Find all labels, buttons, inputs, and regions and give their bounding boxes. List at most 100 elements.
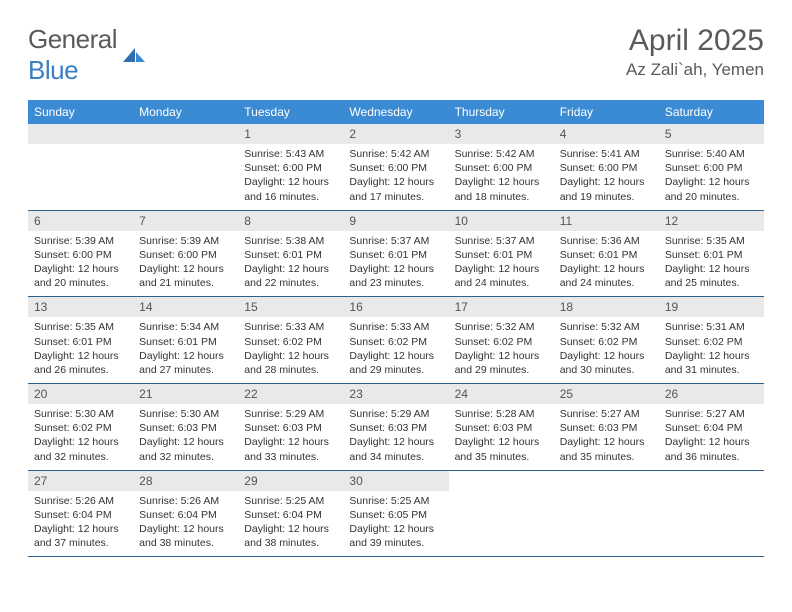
weekday-header: Wednesday [343,100,448,124]
calendar-cell [449,470,554,557]
day-number: 29 [238,471,343,491]
day-details: Sunrise: 5:42 AMSunset: 6:00 PMDaylight:… [343,144,448,210]
sail-icon [121,46,147,64]
day-details: Sunrise: 5:25 AMSunset: 6:04 PMDaylight:… [238,491,343,557]
calendar-cell: 26Sunrise: 5:27 AMSunset: 6:04 PMDayligh… [659,384,764,471]
calendar-cell: 2Sunrise: 5:42 AMSunset: 6:00 PMDaylight… [343,124,448,210]
day-details: Sunrise: 5:40 AMSunset: 6:00 PMDaylight:… [659,144,764,210]
calendar-cell: 23Sunrise: 5:29 AMSunset: 6:03 PMDayligh… [343,384,448,471]
calendar-table: SundayMondayTuesdayWednesdayThursdayFrid… [28,100,764,557]
day-details: Sunrise: 5:34 AMSunset: 6:01 PMDaylight:… [133,317,238,383]
day-details: Sunrise: 5:27 AMSunset: 6:04 PMDaylight:… [659,404,764,470]
day-number: 26 [659,384,764,404]
calendar-cell: 30Sunrise: 5:25 AMSunset: 6:05 PMDayligh… [343,470,448,557]
day-number: 13 [28,297,133,317]
day-details: Sunrise: 5:42 AMSunset: 6:00 PMDaylight:… [449,144,554,210]
day-details: Sunrise: 5:33 AMSunset: 6:02 PMDaylight:… [343,317,448,383]
day-details: Sunrise: 5:39 AMSunset: 6:00 PMDaylight:… [28,231,133,297]
brand-text: General Blue [28,24,117,86]
weekday-header: Sunday [28,100,133,124]
day-details: Sunrise: 5:35 AMSunset: 6:01 PMDaylight:… [659,231,764,297]
day-number: 25 [554,384,659,404]
calendar-cell: 24Sunrise: 5:28 AMSunset: 6:03 PMDayligh… [449,384,554,471]
day-details: Sunrise: 5:28 AMSunset: 6:03 PMDaylight:… [449,404,554,470]
day-details: Sunrise: 5:26 AMSunset: 6:04 PMDaylight:… [28,491,133,557]
calendar-cell: 22Sunrise: 5:29 AMSunset: 6:03 PMDayligh… [238,384,343,471]
calendar-cell: 18Sunrise: 5:32 AMSunset: 6:02 PMDayligh… [554,297,659,384]
day-number: 9 [343,211,448,231]
calendar-cell: 29Sunrise: 5:25 AMSunset: 6:04 PMDayligh… [238,470,343,557]
calendar-cell: 21Sunrise: 5:30 AMSunset: 6:03 PMDayligh… [133,384,238,471]
day-details: Sunrise: 5:31 AMSunset: 6:02 PMDaylight:… [659,317,764,383]
calendar-cell [133,124,238,210]
day-number: 10 [449,211,554,231]
day-details: Sunrise: 5:27 AMSunset: 6:03 PMDaylight:… [554,404,659,470]
day-number: 30 [343,471,448,491]
month-title: April 2025 [626,24,764,58]
day-number: 20 [28,384,133,404]
calendar-cell: 17Sunrise: 5:32 AMSunset: 6:02 PMDayligh… [449,297,554,384]
day-number: 22 [238,384,343,404]
calendar-cell: 5Sunrise: 5:40 AMSunset: 6:00 PMDaylight… [659,124,764,210]
day-details: Sunrise: 5:33 AMSunset: 6:02 PMDaylight:… [238,317,343,383]
day-number: 11 [554,211,659,231]
day-details: Sunrise: 5:38 AMSunset: 6:01 PMDaylight:… [238,231,343,297]
calendar-row: 20Sunrise: 5:30 AMSunset: 6:02 PMDayligh… [28,384,764,471]
day-details: Sunrise: 5:30 AMSunset: 6:03 PMDaylight:… [133,404,238,470]
calendar-cell [659,470,764,557]
day-number: 12 [659,211,764,231]
day-number: 5 [659,124,764,144]
day-details: Sunrise: 5:32 AMSunset: 6:02 PMDaylight:… [554,317,659,383]
day-details: Sunrise: 5:35 AMSunset: 6:01 PMDaylight:… [28,317,133,383]
day-details: Sunrise: 5:29 AMSunset: 6:03 PMDaylight:… [343,404,448,470]
day-number: 7 [133,211,238,231]
calendar-cell: 3Sunrise: 5:42 AMSunset: 6:00 PMDaylight… [449,124,554,210]
weekday-header: Saturday [659,100,764,124]
calendar-cell: 11Sunrise: 5:36 AMSunset: 6:01 PMDayligh… [554,210,659,297]
day-number: 1 [238,124,343,144]
calendar-cell: 20Sunrise: 5:30 AMSunset: 6:02 PMDayligh… [28,384,133,471]
calendar-cell: 28Sunrise: 5:26 AMSunset: 6:04 PMDayligh… [133,470,238,557]
day-number: 19 [659,297,764,317]
calendar-cell: 13Sunrise: 5:35 AMSunset: 6:01 PMDayligh… [28,297,133,384]
weekday-header: Monday [133,100,238,124]
brand-word-2: Blue [28,55,78,85]
weekday-header: Thursday [449,100,554,124]
day-number: 23 [343,384,448,404]
calendar-cell: 4Sunrise: 5:41 AMSunset: 6:00 PMDaylight… [554,124,659,210]
calendar-cell: 25Sunrise: 5:27 AMSunset: 6:03 PMDayligh… [554,384,659,471]
day-number: 4 [554,124,659,144]
calendar-row: 27Sunrise: 5:26 AMSunset: 6:04 PMDayligh… [28,470,764,557]
day-details: Sunrise: 5:37 AMSunset: 6:01 PMDaylight:… [343,231,448,297]
calendar-cell: 15Sunrise: 5:33 AMSunset: 6:02 PMDayligh… [238,297,343,384]
day-details: Sunrise: 5:30 AMSunset: 6:02 PMDaylight:… [28,404,133,470]
day-number: 2 [343,124,448,144]
brand-word-1: General [28,24,117,54]
day-number: 3 [449,124,554,144]
day-details: Sunrise: 5:37 AMSunset: 6:01 PMDaylight:… [449,231,554,297]
calendar-cell: 1Sunrise: 5:43 AMSunset: 6:00 PMDaylight… [238,124,343,210]
calendar-row: 13Sunrise: 5:35 AMSunset: 6:01 PMDayligh… [28,297,764,384]
day-number: 15 [238,297,343,317]
day-number: 24 [449,384,554,404]
calendar-cell [554,470,659,557]
day-number: 14 [133,297,238,317]
calendar-cell: 27Sunrise: 5:26 AMSunset: 6:04 PMDayligh… [28,470,133,557]
calendar-cell: 12Sunrise: 5:35 AMSunset: 6:01 PMDayligh… [659,210,764,297]
calendar-cell: 16Sunrise: 5:33 AMSunset: 6:02 PMDayligh… [343,297,448,384]
weekday-header: Friday [554,100,659,124]
calendar-cell: 14Sunrise: 5:34 AMSunset: 6:01 PMDayligh… [133,297,238,384]
day-details: Sunrise: 5:26 AMSunset: 6:04 PMDaylight:… [133,491,238,557]
day-details: Sunrise: 5:32 AMSunset: 6:02 PMDaylight:… [449,317,554,383]
day-details: Sunrise: 5:29 AMSunset: 6:03 PMDaylight:… [238,404,343,470]
weekday-header: Tuesday [238,100,343,124]
header: General Blue April 2025 Az Zali`ah, Yeme… [28,24,764,86]
title-block: April 2025 Az Zali`ah, Yemen [626,24,764,80]
day-number: 16 [343,297,448,317]
calendar-row: 6Sunrise: 5:39 AMSunset: 6:00 PMDaylight… [28,210,764,297]
day-details: Sunrise: 5:36 AMSunset: 6:01 PMDaylight:… [554,231,659,297]
day-number: 28 [133,471,238,491]
calendar-row: 1Sunrise: 5:43 AMSunset: 6:00 PMDaylight… [28,124,764,210]
calendar-cell: 19Sunrise: 5:31 AMSunset: 6:02 PMDayligh… [659,297,764,384]
day-number: 8 [238,211,343,231]
